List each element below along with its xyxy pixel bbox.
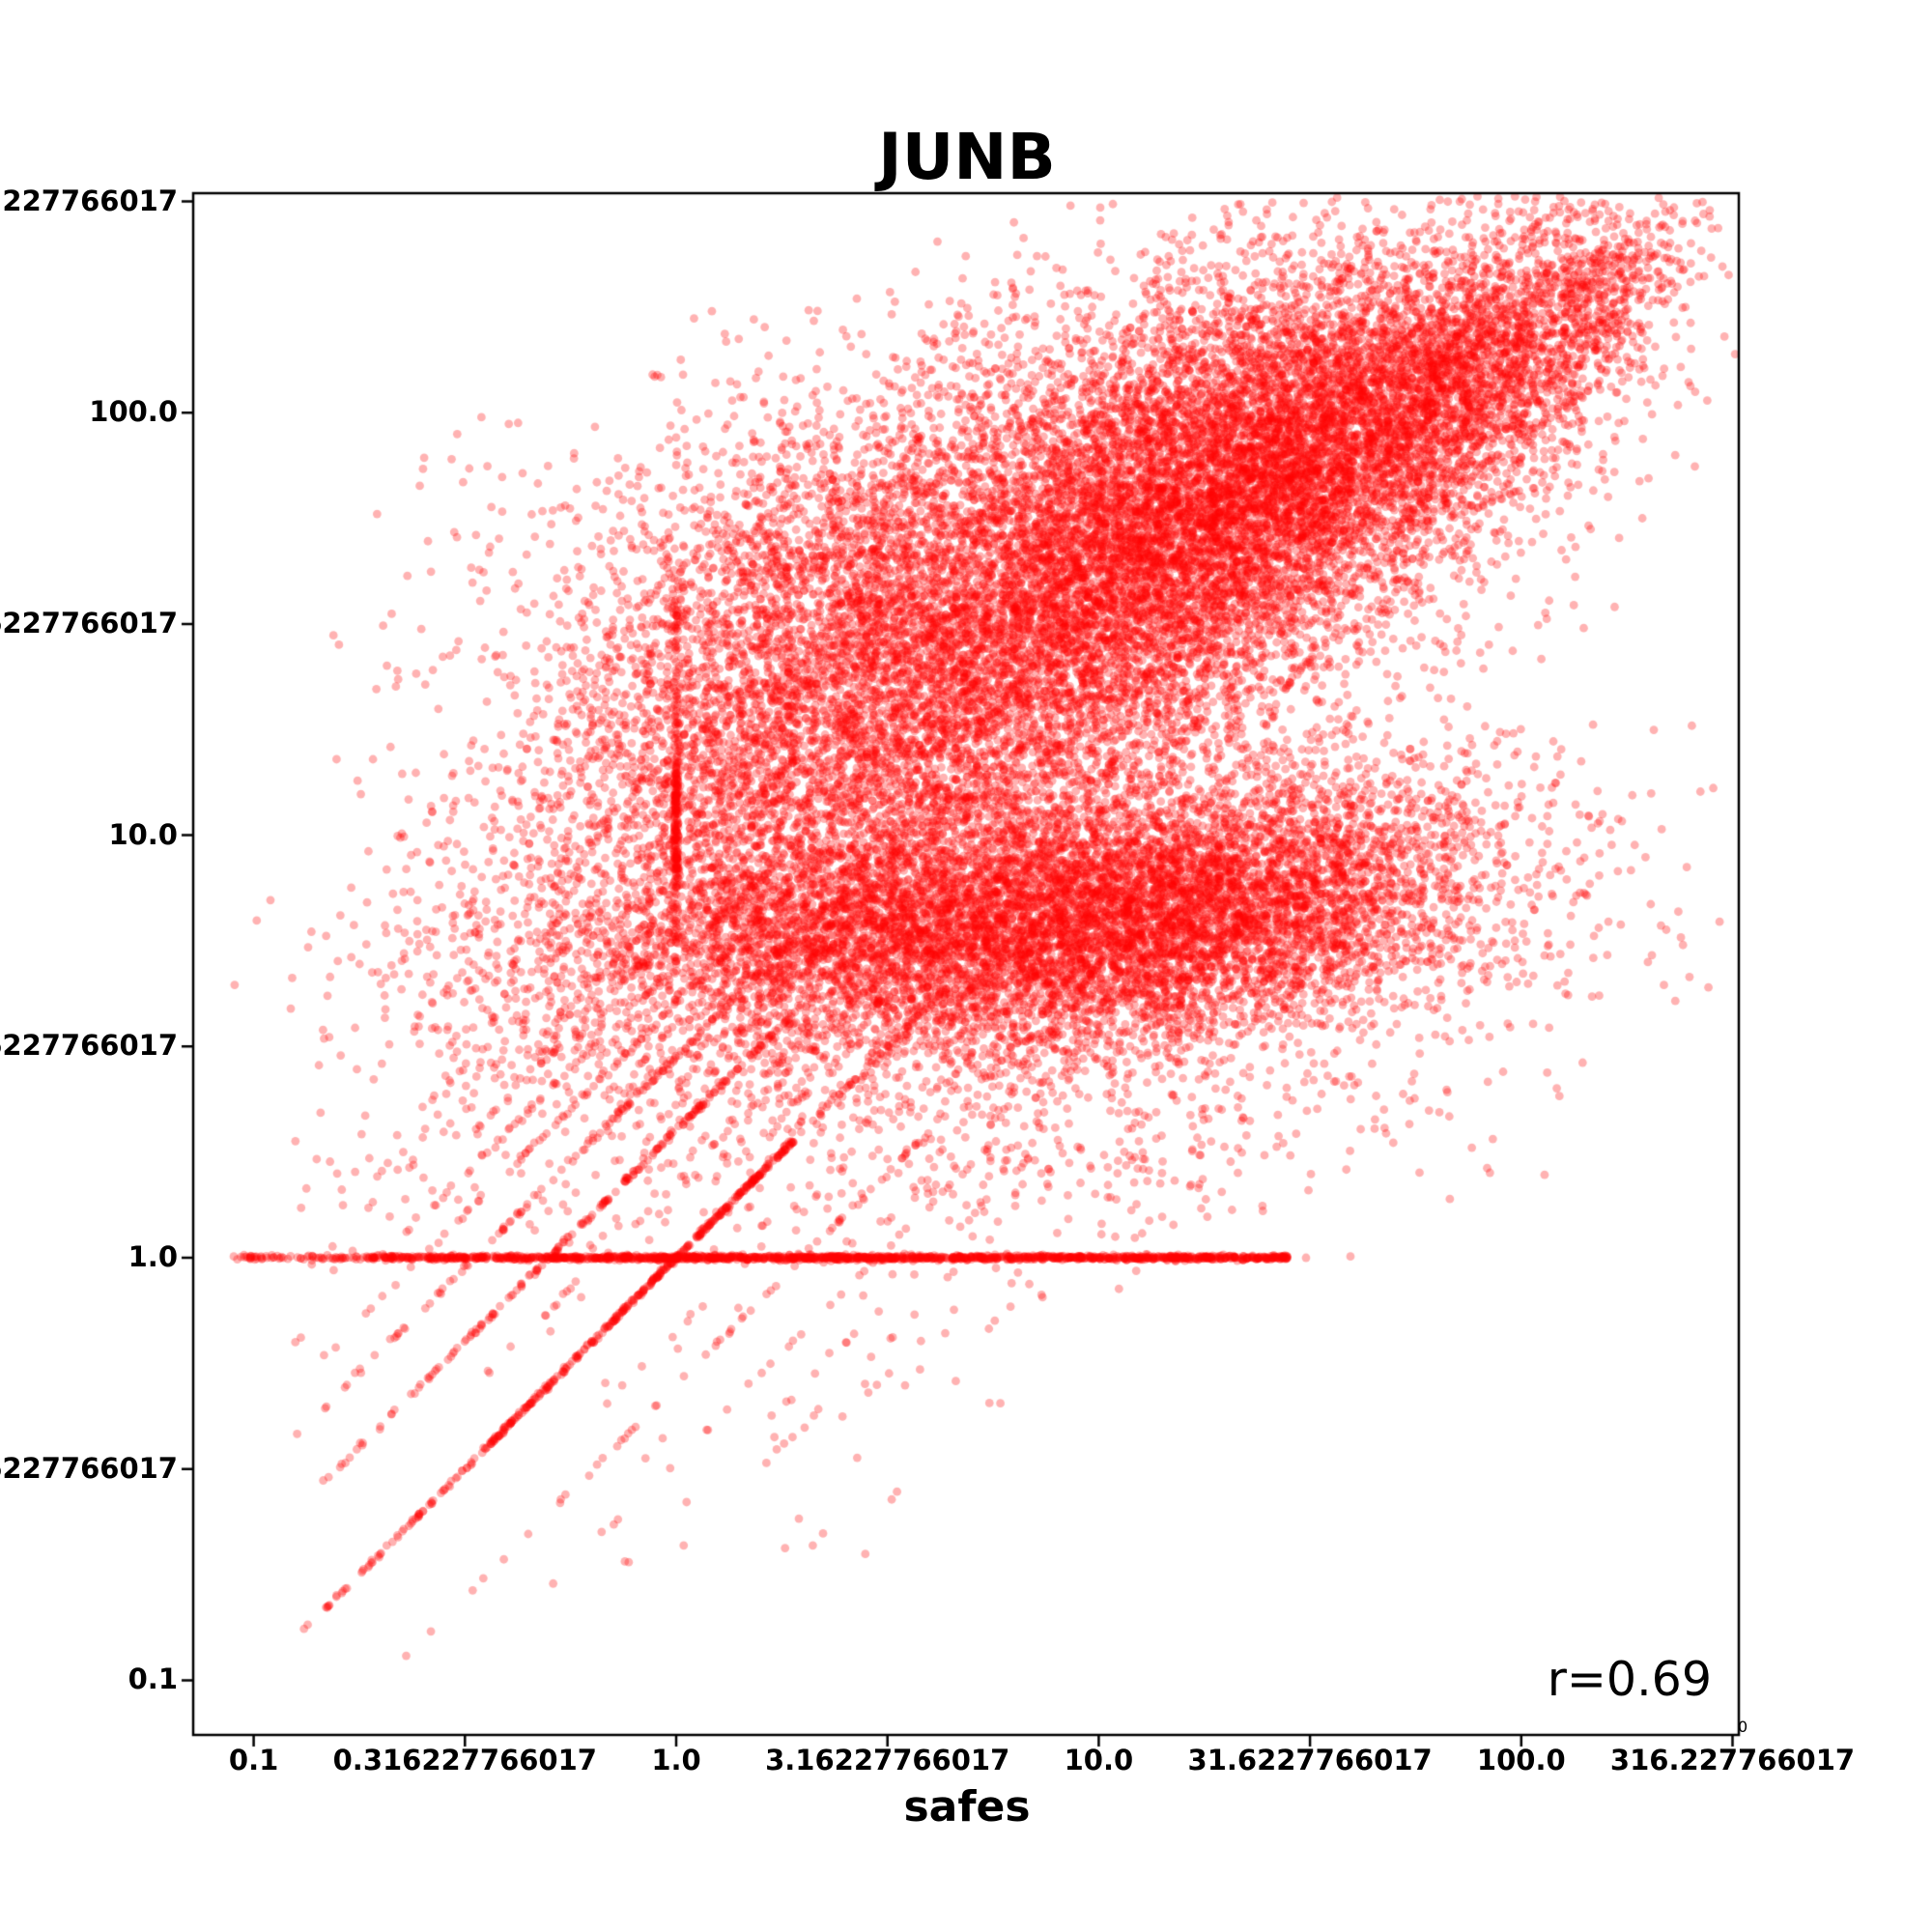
axis-corner-text: 0 bbox=[1738, 1718, 1748, 1736]
y-tick-label: 3.16227766017 bbox=[0, 1029, 178, 1063]
y-tick-label: 316.227766017 bbox=[0, 184, 178, 217]
x-tick-label: 0.1 bbox=[228, 1744, 279, 1776]
correlation-annotation: r=0.69 bbox=[1547, 1652, 1712, 1707]
x-tick-label: 316.227766017 bbox=[1609, 1744, 1856, 1776]
x-tick-label: 100.0 bbox=[1476, 1744, 1566, 1776]
y-tick-label: 0.316227766017 bbox=[0, 1451, 178, 1485]
x-tick-label: 0.316227766017 bbox=[332, 1744, 597, 1776]
plot-title: JUNB bbox=[878, 120, 1056, 194]
y-tick-label: 100.0 bbox=[89, 395, 178, 429]
x-tick-label: 1.0 bbox=[651, 1744, 701, 1776]
x-tick-label: 31.6227766017 bbox=[1187, 1744, 1433, 1776]
x-tick-label: 3.16227766017 bbox=[765, 1744, 1010, 1776]
x-tick-label: 10.0 bbox=[1064, 1744, 1134, 1776]
y-tick-label: 1.0 bbox=[128, 1239, 178, 1273]
x-axis-label: safes bbox=[903, 1782, 1031, 1832]
y-tick-label: 0.1 bbox=[128, 1662, 178, 1696]
y-tick-label: 10.0 bbox=[108, 817, 178, 851]
y-tick-label: 31.6227766017 bbox=[0, 606, 178, 639]
